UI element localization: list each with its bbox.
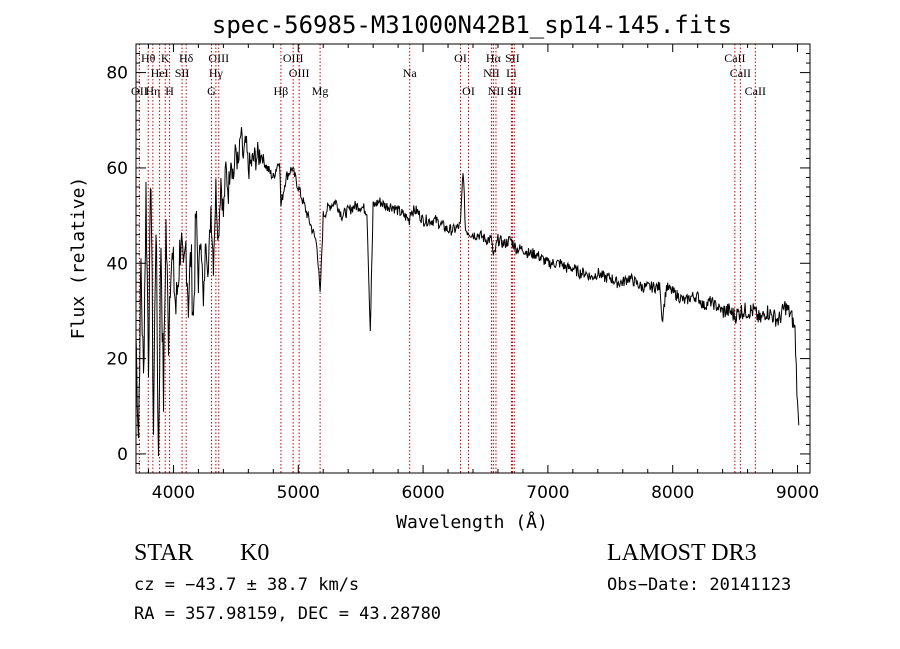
observation-date: Obs−Date: 20141123 xyxy=(607,575,791,595)
spectrum-line xyxy=(135,127,800,457)
line-label: Hα xyxy=(486,51,502,65)
line-label: HeI xyxy=(151,66,169,80)
line-label: CaII xyxy=(730,66,751,80)
y-tick-label: 20 xyxy=(106,350,128,370)
line-label: Na xyxy=(403,66,418,80)
x-tick-label: 4000 xyxy=(152,483,195,503)
x-axis-label: Wavelength (Å) xyxy=(396,511,548,533)
line-label: OI xyxy=(462,84,475,98)
line-label: K xyxy=(161,51,170,65)
coordinates: RA = 357.98159, DEC = 43.28780 xyxy=(134,604,441,624)
line-label: H xyxy=(165,84,174,98)
line-label: OIII xyxy=(289,66,310,80)
plot-frame xyxy=(135,43,811,474)
y-axis-label: Flux (relative) xyxy=(68,177,89,340)
line-label: Hθ xyxy=(141,51,156,65)
x-tick-label: 8000 xyxy=(651,483,694,503)
line-label: SII xyxy=(175,66,190,80)
line-label: CaII xyxy=(745,84,766,98)
line-label: OI xyxy=(454,51,467,65)
line-label: OIII xyxy=(208,51,229,65)
line-label: SII xyxy=(507,84,522,98)
spectrum-series xyxy=(135,127,800,457)
line-label: G xyxy=(207,84,216,98)
chart-title: spec-56985-M31000N42B1_sp14-145.fits xyxy=(212,11,732,39)
x-tick-label: 5000 xyxy=(277,483,320,503)
x-axis: 4000 5000 6000 7000 8000 9000 xyxy=(147,44,819,503)
line-label: Hβ xyxy=(274,84,289,98)
line-label: Hδ xyxy=(179,51,194,65)
y-tick-label: 60 xyxy=(106,159,128,179)
line-label: SII xyxy=(505,51,520,65)
line-label: CaII xyxy=(724,51,745,65)
line-label: NII xyxy=(488,84,505,98)
line-label: Mg xyxy=(312,84,329,98)
y-axis: 0 20 40 60 80 xyxy=(106,53,810,465)
x-tick-label: 7000 xyxy=(526,483,569,503)
line-label: Hη xyxy=(145,84,160,98)
y-tick-label: 40 xyxy=(106,254,128,274)
object-class: STAR xyxy=(134,540,193,566)
y-tick-label: 0 xyxy=(117,445,128,465)
x-tick-label: 9000 xyxy=(776,483,819,503)
redshift-cz: cz = −43.7 ± 38.7 km/s xyxy=(134,575,359,595)
line-label: OII xyxy=(131,84,148,98)
line-label: Li xyxy=(506,66,517,80)
object-subclass: K0 xyxy=(240,540,269,566)
line-label: OIII xyxy=(283,51,304,65)
x-tick-label: 6000 xyxy=(401,483,444,503)
survey-name: LAMOST DR3 xyxy=(607,540,757,566)
y-tick-label: 80 xyxy=(106,64,128,84)
line-label: NII xyxy=(483,66,500,80)
line-label: Hγ xyxy=(209,66,224,80)
